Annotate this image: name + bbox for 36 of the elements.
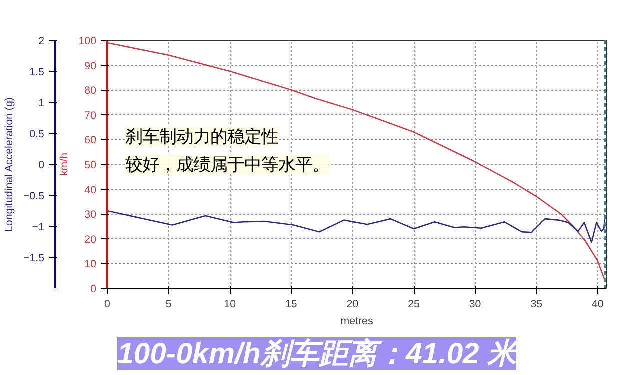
y-axis-title: km/h [58, 152, 71, 176]
line-series [108, 210, 606, 244]
y-tick-label: 20 [84, 234, 97, 246]
y-tick-label: 0 [90, 284, 97, 296]
y2-tick-label: 0 [38, 160, 45, 172]
y-tick-label: 70 [84, 110, 97, 122]
y-tick-label: 100 [78, 36, 97, 48]
y-tick-label: 80 [84, 85, 97, 98]
y2-tick-label: 2 [38, 36, 45, 48]
y2-tick-label: 1 [38, 98, 45, 110]
y2-tick-label: 0.5 [30, 128, 45, 140]
x-tick-label: 40 [592, 298, 604, 310]
line-series [108, 42, 606, 282]
y-tick-label: 40 [84, 184, 97, 196]
y2-axis-title: Longitudinal Acceleration (g) [3, 98, 16, 232]
annotation: 刹车制动力的稳定性 [126, 126, 278, 146]
text: 100-0km/h刹车距离：41.02 米 [118, 338, 520, 370]
y-tick-label: 60 [84, 134, 97, 147]
y-tick-label: 30 [84, 209, 97, 222]
x-tick-label: 15 [285, 298, 298, 310]
x-tick-label: 10 [224, 298, 236, 310]
x-tick-label: 5 [166, 298, 172, 310]
y2-tick-label: 1.5 [30, 66, 45, 78]
x-tick-label: 35 [530, 298, 543, 310]
y-tick-label: 90 [84, 60, 97, 72]
y2-tick-label: −0.5 [23, 190, 45, 202]
annotation: 较好，成绩属于中等水平。 [126, 154, 330, 174]
y2-tick-label: −1.5 [23, 252, 45, 264]
x-tick-label: 30 [469, 298, 482, 310]
x-tick-label: 0 [104, 298, 111, 310]
x-axis-title: metres [340, 316, 374, 328]
x-tick-label: 20 [346, 298, 359, 310]
y-tick-label: 10 [84, 258, 97, 271]
y2-tick-label: −1 [32, 222, 45, 234]
y-tick-label: 50 [84, 160, 97, 172]
x-tick-label: 25 [408, 298, 420, 310]
